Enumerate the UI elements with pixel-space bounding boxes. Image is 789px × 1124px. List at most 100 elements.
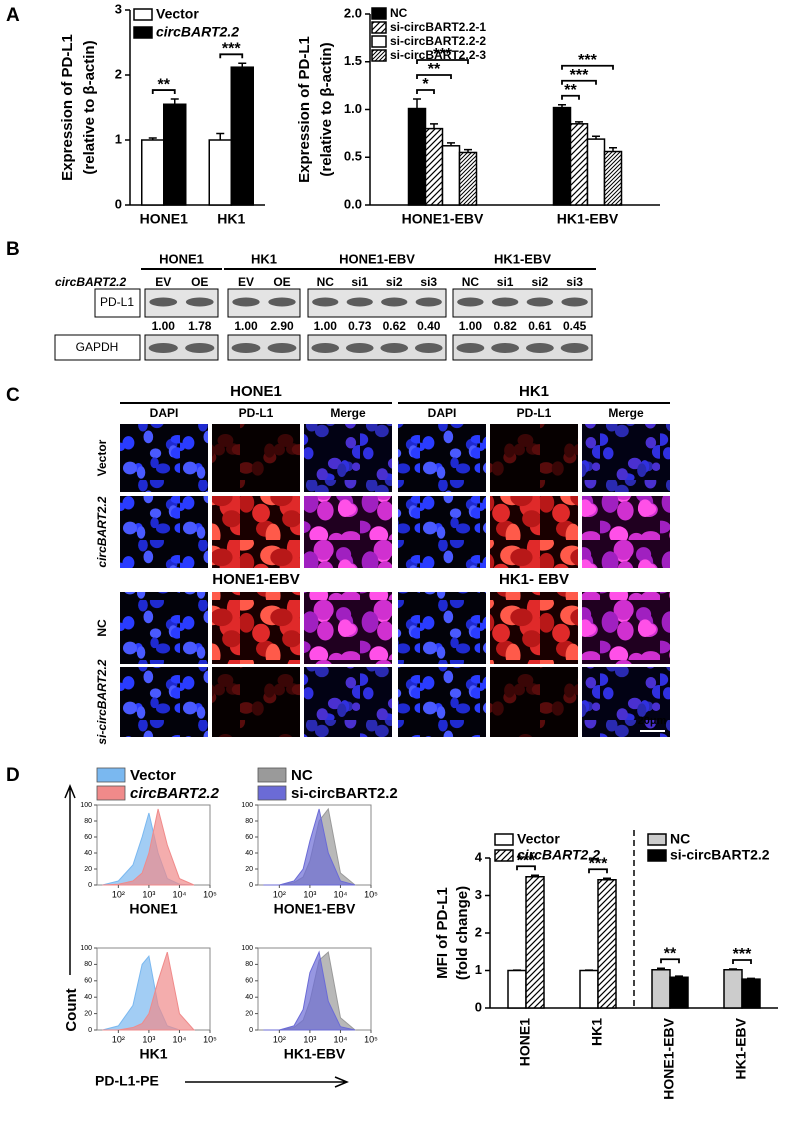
bar bbox=[569, 123, 589, 206]
micrograph bbox=[304, 592, 392, 664]
error-bar bbox=[575, 121, 583, 124]
lane-label: EV bbox=[238, 275, 254, 289]
significance-label: *** bbox=[589, 855, 608, 872]
micrograph bbox=[304, 424, 392, 492]
significance-label: *** bbox=[578, 52, 597, 69]
significance-label: * bbox=[422, 76, 429, 93]
error-bar bbox=[531, 874, 539, 877]
error-bar bbox=[430, 123, 438, 129]
x-tick-label: 10³ bbox=[142, 1034, 155, 1044]
cell-line-title: HONE1-EBV bbox=[212, 571, 300, 588]
y-tick-label: 2 bbox=[475, 924, 482, 939]
micrograph bbox=[398, 496, 486, 568]
significance-bracket bbox=[732, 959, 752, 964]
lane-label: si3 bbox=[566, 275, 583, 289]
legend-swatch bbox=[371, 21, 387, 34]
error-bar bbox=[729, 968, 737, 970]
micrograph bbox=[582, 667, 670, 737]
blot-group: HK1 bbox=[251, 251, 277, 266]
legend-swatch bbox=[371, 35, 387, 48]
band bbox=[267, 343, 297, 353]
error-bar bbox=[558, 103, 566, 108]
legend-label: Vector bbox=[130, 767, 176, 784]
bar bbox=[651, 969, 671, 1009]
bar bbox=[586, 138, 606, 206]
y-tick-label: 60 bbox=[245, 834, 253, 841]
x-tick-label: 10⁴ bbox=[173, 889, 187, 899]
y-tick-label: 1 bbox=[475, 962, 482, 977]
lane-label: si3 bbox=[420, 275, 437, 289]
quantification: 0.82 bbox=[493, 319, 517, 333]
x-tick-label: 10³ bbox=[303, 1034, 316, 1044]
y-tick-label: 0 bbox=[249, 1027, 253, 1034]
histogram bbox=[263, 808, 356, 886]
x-tick-label: 10⁴ bbox=[334, 1034, 348, 1044]
error-bar bbox=[464, 148, 472, 153]
protein-label: GAPDH bbox=[76, 340, 119, 354]
y-tick-label: 100 bbox=[80, 802, 92, 809]
y-tick-label: 2 bbox=[115, 66, 122, 81]
lane-label: NC bbox=[317, 275, 335, 289]
x-tick-label: 10⁵ bbox=[203, 1034, 217, 1044]
blot-group: HK1-EBV bbox=[494, 251, 551, 266]
x-tick-label: 10³ bbox=[142, 889, 155, 899]
error-bar bbox=[603, 877, 611, 880]
flow-y-title: Count bbox=[63, 988, 80, 1031]
x-tick-label: 10³ bbox=[303, 889, 316, 899]
x-tick-label: 10² bbox=[112, 1034, 125, 1044]
bar bbox=[741, 978, 761, 1009]
error-bar bbox=[609, 146, 617, 152]
scale-bar-label: 20μm bbox=[638, 715, 667, 727]
bar bbox=[579, 969, 599, 1009]
legend-label: si-circBART2.2-1 bbox=[390, 20, 486, 34]
plot-title: HONE1-EBV bbox=[274, 901, 356, 917]
channel-label: Merge bbox=[608, 406, 644, 420]
blot-group: HONE1 bbox=[159, 251, 204, 266]
micrograph bbox=[120, 424, 208, 492]
band bbox=[491, 343, 520, 353]
band bbox=[149, 297, 178, 307]
legend-label: circBART2.2 bbox=[156, 24, 239, 40]
y-tick-label: 60 bbox=[84, 834, 92, 841]
y-tick-label: 0.5 bbox=[344, 149, 362, 164]
bar bbox=[507, 969, 527, 1009]
quantification: 0.73 bbox=[348, 319, 372, 333]
band bbox=[312, 297, 339, 307]
y-tick-label: 20 bbox=[245, 866, 253, 873]
x-tick-label: 10² bbox=[273, 1034, 286, 1044]
y-tick-label: 80 bbox=[84, 961, 92, 968]
protein-label: PD-L1 bbox=[100, 295, 134, 309]
channel-label: DAPI bbox=[428, 406, 457, 420]
legend-label: si-circBART2.2 bbox=[670, 847, 770, 863]
significance-label: *** bbox=[733, 946, 752, 963]
significance-label: *** bbox=[570, 67, 589, 84]
lane-label: si2 bbox=[386, 275, 403, 289]
significance-label: *** bbox=[517, 852, 536, 869]
band bbox=[456, 343, 485, 353]
error-bar bbox=[148, 137, 157, 140]
y-tick-label: 40 bbox=[84, 994, 92, 1001]
lane-label: si2 bbox=[532, 275, 549, 289]
legend-label: NC bbox=[670, 831, 690, 847]
legend-label: Vector bbox=[517, 831, 560, 847]
micrograph bbox=[490, 667, 578, 737]
quantification: 1.78 bbox=[188, 319, 212, 333]
y-tick-label: 60 bbox=[84, 978, 92, 985]
y-tick-label: 40 bbox=[84, 850, 92, 857]
legend-label: circBART2.2 bbox=[517, 847, 600, 863]
legend-swatch bbox=[371, 7, 387, 20]
quantification: 0.61 bbox=[528, 319, 552, 333]
x-tick-label: HK1 bbox=[217, 211, 245, 227]
significance-bracket bbox=[588, 868, 608, 874]
y-tick-label: 3 bbox=[475, 887, 482, 902]
band bbox=[345, 343, 374, 353]
legend-swatch bbox=[647, 849, 667, 862]
y-axis-title: Expression of PD-L1 bbox=[59, 34, 76, 181]
legend-label: si-circBART2.2-2 bbox=[390, 34, 486, 48]
error-bar bbox=[216, 132, 225, 140]
x-tick-label: 10⁵ bbox=[203, 889, 217, 899]
blot-row-label: circBART2.2 bbox=[55, 275, 126, 289]
y-tick-label: 40 bbox=[245, 850, 253, 857]
y-tick-label: 40 bbox=[245, 994, 253, 1001]
band bbox=[185, 343, 215, 353]
